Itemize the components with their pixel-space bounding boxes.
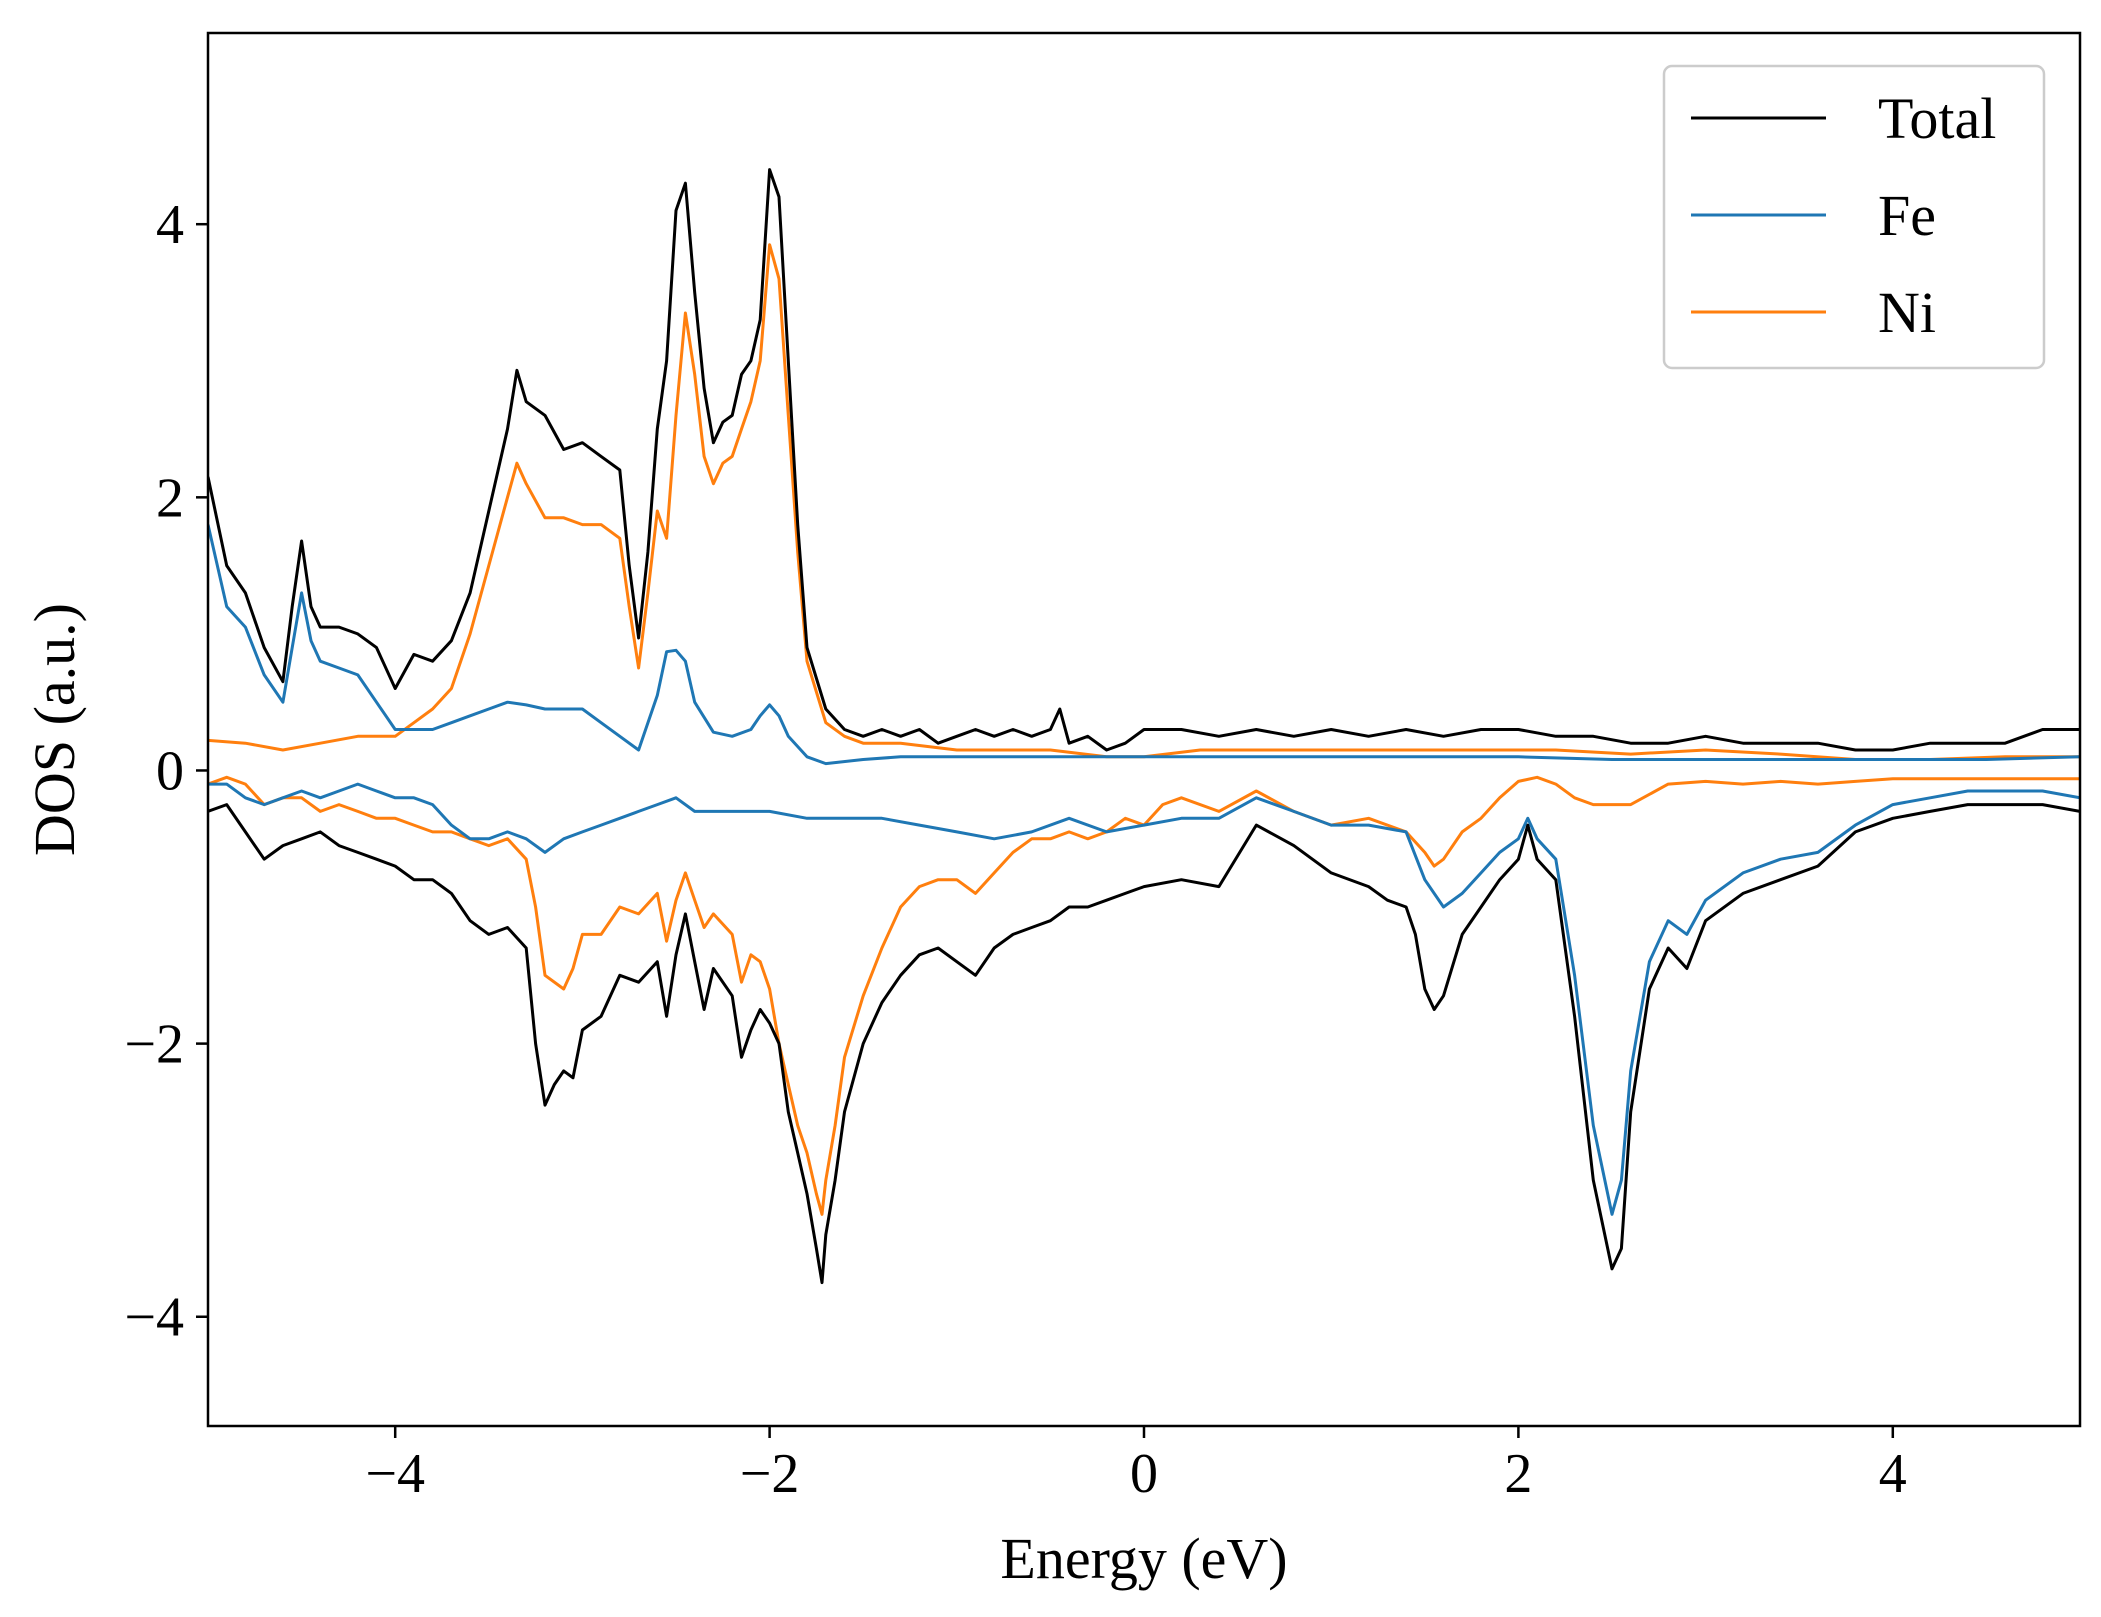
y-tick-label: −4 bbox=[124, 1287, 184, 1349]
series-ni-down-line bbox=[208, 775, 2080, 1216]
y-axis-label: DOS (a.u.) bbox=[22, 603, 87, 856]
legend-label-ni: Ni bbox=[1878, 280, 1936, 345]
series-total-down-line bbox=[208, 803, 2080, 1285]
x-tick-label: −4 bbox=[365, 1443, 425, 1505]
legend-box bbox=[1662, 64, 2046, 370]
legend: Total Fe Ni bbox=[1662, 64, 2046, 370]
series-fe-up-line bbox=[208, 524, 2080, 766]
x-tick-label: 4 bbox=[1879, 1443, 1907, 1505]
y-tick-label: −2 bbox=[124, 1014, 184, 1076]
series-total-up-line bbox=[208, 168, 2080, 752]
y-tick-label: 2 bbox=[156, 467, 184, 529]
axes-layer: −4 −2 0 2 4 −4 −2 0 2 4 bbox=[124, 31, 2082, 1505]
x-tick-label: −2 bbox=[740, 1443, 800, 1505]
series-ni-up-line bbox=[208, 243, 2080, 761]
y-tick-label: 4 bbox=[156, 194, 184, 256]
legend-label-total: Total bbox=[1878, 86, 1996, 151]
legend-label-fe: Fe bbox=[1878, 183, 1936, 248]
series-layer bbox=[208, 168, 2080, 1285]
x-tick-label: 2 bbox=[1504, 1443, 1532, 1505]
y-tick-label: 0 bbox=[156, 740, 184, 802]
x-tick-label: 0 bbox=[1130, 1443, 1158, 1505]
x-axis-label: Energy (eV) bbox=[1000, 1526, 1287, 1591]
series-fe-down-line bbox=[208, 782, 2080, 1216]
